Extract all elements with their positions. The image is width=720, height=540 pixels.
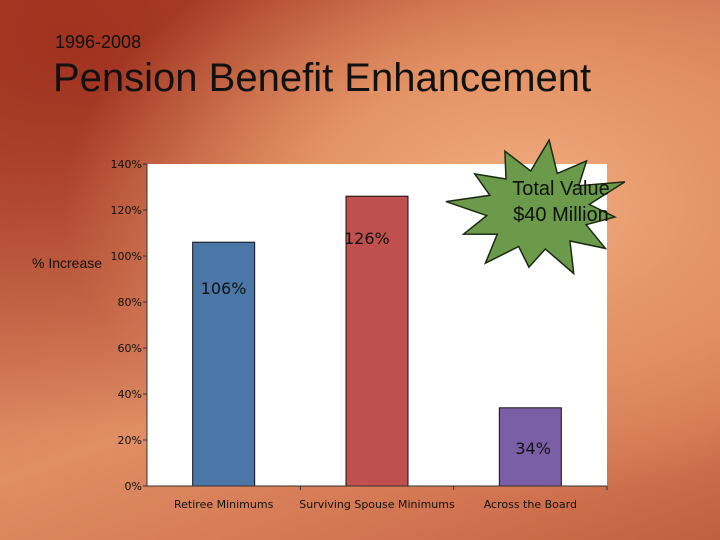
x-tick-label: Across the Board [484, 498, 577, 511]
bar-3 [498, 407, 562, 487]
bar-value-label: 34% [515, 439, 551, 458]
callout-line-1: Total Value [512, 178, 610, 200]
x-tick-label: Surviving Spouse Minimums [299, 498, 455, 511]
y-tick-label: 100% [111, 250, 142, 263]
bar-value-label: 126% [344, 229, 390, 248]
y-tick-label: 20% [118, 434, 142, 447]
y-tick-label: 60% [118, 342, 142, 355]
bar-value-label: 106% [201, 279, 247, 298]
y-tick-label: 0% [125, 480, 142, 493]
callout-line-2: $40 Million [513, 204, 609, 226]
y-tick-label: 120% [111, 204, 142, 217]
y-tick-label: 80% [118, 296, 142, 309]
slide-subtitle: 1996-2008 [55, 32, 142, 52]
slide-title: Pension Benefit Enhancement [53, 56, 592, 100]
callout-text: Total Value $40 Million [486, 176, 636, 228]
y-axis-label: % Increase [32, 255, 103, 271]
callout-starburst [445, 138, 626, 276]
y-tick-label: 140% [111, 158, 142, 171]
y-tick-label: 40% [118, 388, 142, 401]
x-tick-label: Retiree Minimums [174, 498, 274, 511]
bar-2 [345, 195, 409, 487]
bar-1 [192, 241, 256, 487]
